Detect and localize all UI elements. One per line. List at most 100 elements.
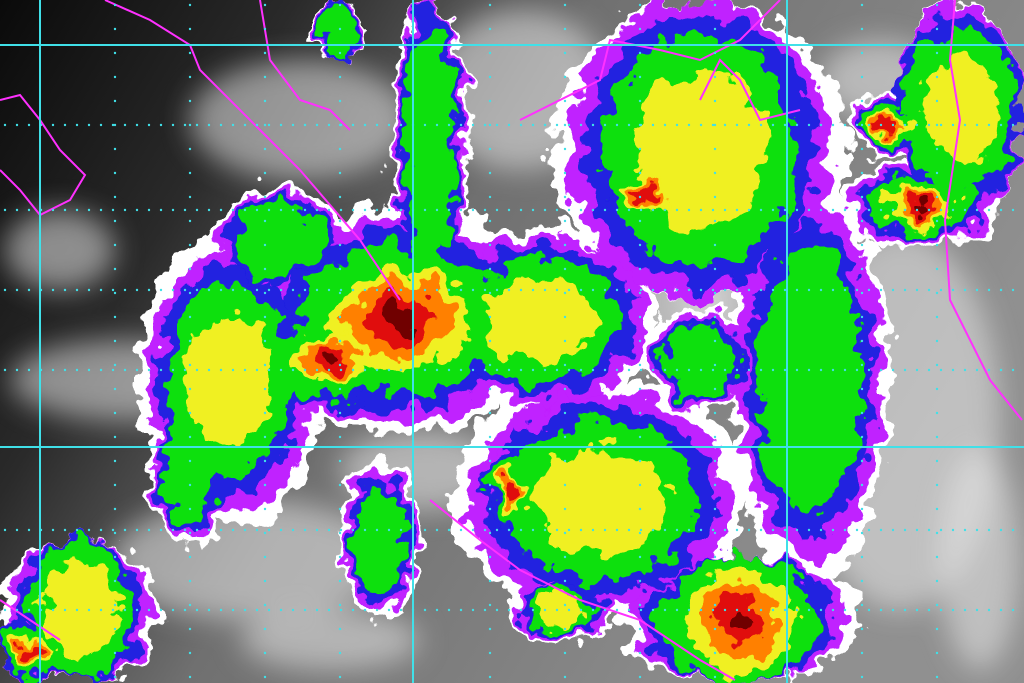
grid-dot — [488, 339, 492, 343]
grid-dot — [488, 627, 492, 631]
grid-dot — [338, 435, 342, 439]
grid-dot — [699, 608, 703, 612]
grid-dot — [135, 368, 139, 372]
grid-dot — [935, 3, 939, 7]
grid-dot — [603, 208, 607, 212]
grid-dot — [531, 123, 535, 127]
grid-dot — [495, 608, 499, 612]
grid-dot — [483, 208, 487, 212]
grid-dot — [183, 608, 187, 612]
grid-dot — [387, 123, 391, 127]
grid-dot — [291, 368, 295, 372]
grid-dot — [338, 219, 342, 223]
grid-dot — [713, 267, 717, 271]
grid-dot — [113, 363, 117, 367]
grid-dot — [639, 288, 643, 292]
grid-dot — [563, 171, 567, 175]
grid-dot — [279, 368, 283, 372]
grid-dot — [771, 528, 775, 532]
grid-dot — [147, 528, 151, 532]
grid-dot — [638, 339, 642, 343]
grid-dot — [675, 368, 679, 372]
grid-dot — [471, 528, 475, 532]
grid-dot — [860, 603, 864, 607]
grid-dot — [188, 435, 192, 439]
grid-dot — [327, 368, 331, 372]
grid-dot — [123, 368, 127, 372]
grid-dot — [759, 208, 763, 212]
grid-dot — [267, 288, 271, 292]
grid-dot — [795, 123, 799, 127]
grid-dot — [860, 51, 864, 55]
grid-dot — [935, 603, 939, 607]
grid-dot — [519, 288, 523, 292]
grid-dot — [188, 603, 192, 607]
grid-dot — [315, 608, 319, 612]
grid-dot — [860, 651, 864, 655]
grid-dot — [188, 531, 192, 535]
grid-dot — [375, 608, 379, 612]
grid-dot — [855, 608, 859, 612]
grid-dot — [338, 555, 342, 559]
grid-dot — [188, 243, 192, 247]
gray-cloud — [940, 450, 1020, 670]
grid-dot — [447, 528, 451, 532]
grid-dot — [935, 99, 939, 103]
grid-dot — [860, 291, 864, 295]
grid-dot — [338, 675, 342, 679]
grid-dot — [795, 208, 799, 212]
grid-dot — [819, 608, 823, 612]
grid-dot — [638, 195, 642, 199]
grid-dot — [860, 315, 864, 319]
grid-dot — [279, 288, 283, 292]
grid-dot — [713, 627, 717, 631]
grid-dot — [747, 368, 751, 372]
grid-dot — [267, 608, 271, 612]
grid-dot — [51, 528, 55, 532]
grid-dot — [263, 219, 267, 223]
grid-dot — [113, 435, 117, 439]
grid-dot — [339, 528, 343, 532]
storm-cell — [383, 308, 417, 332]
grid-dot — [638, 75, 642, 79]
grid-dot — [713, 219, 717, 223]
storm-cell — [881, 117, 899, 133]
grid-dot — [1011, 608, 1015, 612]
grid-dot — [651, 123, 655, 127]
grid-dot — [687, 208, 691, 212]
grid-dot — [363, 608, 367, 612]
grid-dot — [195, 123, 199, 127]
grid-dot — [531, 288, 535, 292]
grid-dot — [459, 208, 463, 212]
grid-dot — [860, 267, 864, 271]
gray-cloud — [5, 210, 115, 290]
grid-dot — [188, 99, 192, 103]
grid-dot — [638, 411, 642, 415]
grid-dot — [915, 528, 919, 532]
storm-cell — [353, 487, 407, 593]
gray-cloud — [190, 60, 410, 180]
grid-dot — [263, 363, 267, 367]
grid-dot — [113, 459, 117, 463]
grid-dot — [563, 267, 567, 271]
grid-dot — [603, 288, 607, 292]
grid-dot — [939, 528, 943, 532]
grid-dot — [713, 99, 717, 103]
grid-dot — [903, 208, 907, 212]
grid-dot — [675, 288, 679, 292]
grid-dot — [113, 99, 117, 103]
grid-dot — [111, 368, 115, 372]
grid-dot — [51, 123, 55, 127]
grid-dot — [351, 288, 355, 292]
grid-dot — [263, 267, 267, 271]
grid-dot — [699, 288, 703, 292]
coastline — [0, 599, 61, 641]
grid-dot — [207, 608, 211, 612]
grid-dot — [713, 195, 717, 199]
grid-dot — [579, 288, 583, 292]
grid-dot — [75, 368, 79, 372]
grid-dot — [51, 288, 55, 292]
grid-dot — [951, 528, 955, 532]
grid-dot — [963, 288, 967, 292]
grid-dot — [315, 208, 319, 212]
